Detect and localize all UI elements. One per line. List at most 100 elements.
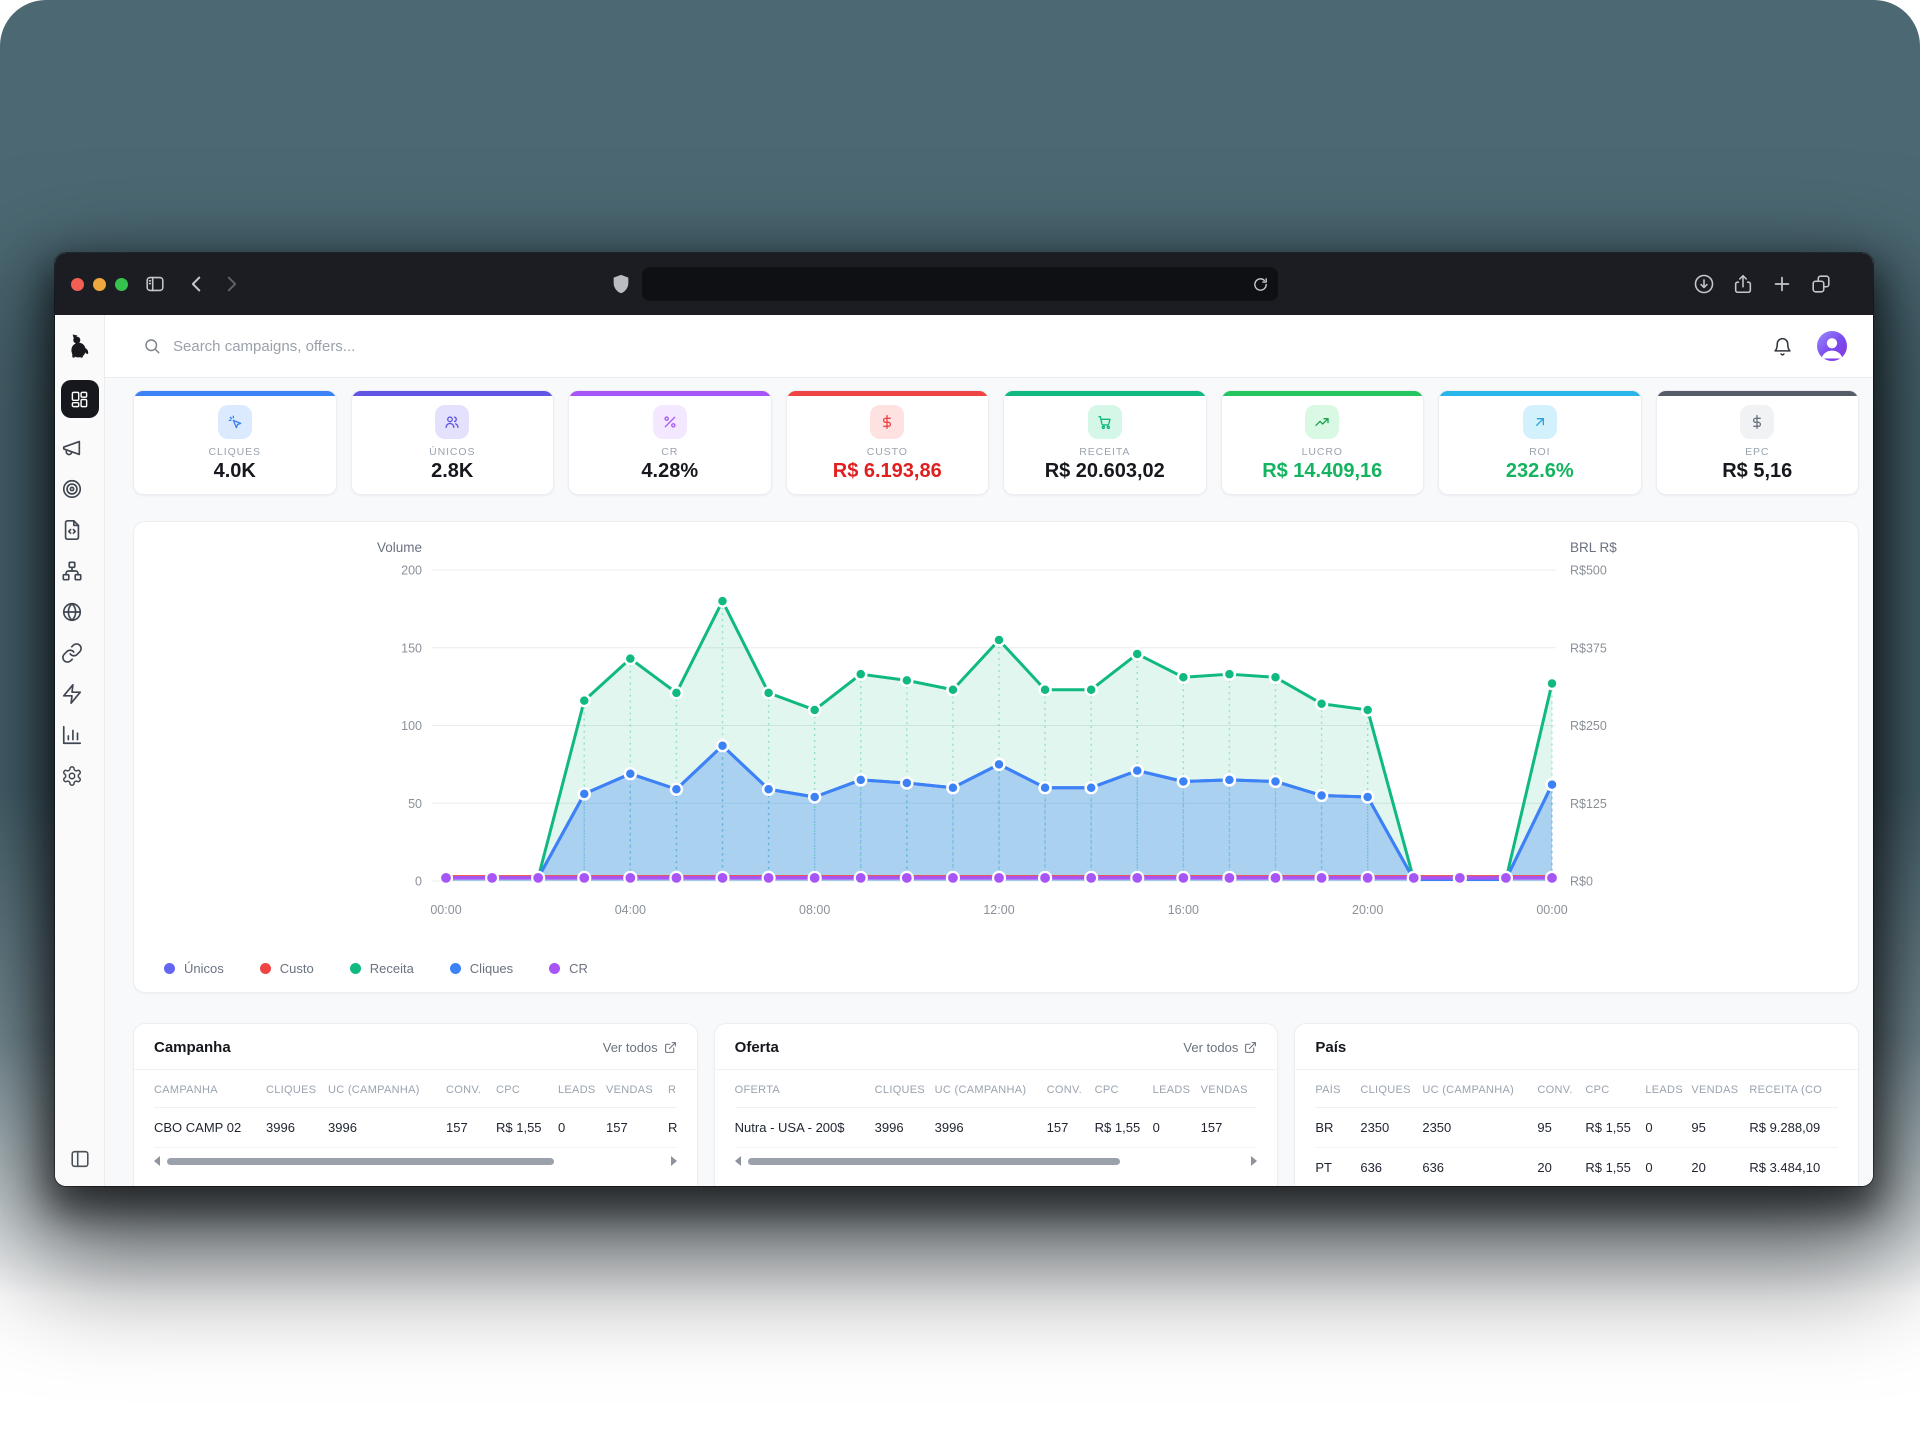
column-header[interactable]: CPC	[496, 1084, 521, 1096]
sidebar-item-flows[interactable]	[61, 560, 83, 582]
legend-item-receita[interactable]: Receita	[349, 961, 414, 976]
reload-icon[interactable]	[1252, 276, 1269, 293]
table-cell: 3996	[328, 1120, 357, 1135]
sidebar-item-settings[interactable]	[61, 765, 83, 787]
megaphone-icon	[62, 440, 80, 456]
traffic-chart[interactable]: 0 R$0 50 R$125 100 R$250 150 R$375 200 R$500 Volum…	[134, 536, 1858, 936]
column-header[interactable]: VENDAS	[606, 1084, 654, 1096]
collapse-sidebar-icon[interactable]	[69, 1148, 91, 1170]
app-logo[interactable]	[55, 315, 104, 378]
legend-dot	[349, 963, 361, 974]
column-header[interactable]: PAÍS	[1315, 1084, 1341, 1096]
sidebar-toggle-icon[interactable]	[144, 273, 166, 295]
ver-todos-link[interactable]: Ver todos	[603, 1040, 677, 1055]
kpi-card-roi[interactable]: ROI 232.6%	[1438, 390, 1642, 495]
kpi-card-cr[interactable]: CR 4.28%	[568, 390, 772, 495]
scroll-left-arrow[interactable]	[734, 1156, 741, 1166]
column-header[interactable]: LEADS	[1152, 1084, 1191, 1096]
legend-label: Custo	[279, 961, 314, 976]
scrollbar-track[interactable]	[747, 1157, 1245, 1165]
kpi-value: R$ 14.409,16	[1262, 460, 1383, 482]
kpi-card-cliques[interactable]: CLIQUES 4.0K	[133, 390, 337, 495]
legend-item-únicos[interactable]: Únicos	[164, 961, 224, 976]
file-code-icon	[64, 520, 79, 540]
table-cell: 0	[1152, 1120, 1160, 1135]
column-header[interactable]: CPC	[1585, 1084, 1610, 1096]
column-header[interactable]: LEADS	[558, 1084, 596, 1096]
table-cell: 20	[1537, 1160, 1552, 1175]
table-row[interactable]: Nutra - USA - 200$ 3996 3996 157 R$ 1,55 0 157	[734, 1108, 1258, 1148]
dog-logo-icon	[71, 334, 89, 358]
column-header[interactable]: CAMPANHA	[154, 1084, 218, 1096]
shield-icon[interactable]	[610, 273, 632, 295]
table-row[interactable]: PT 636 636 20 R$ 1,55 0 20 R$ 3.484,10	[1315, 1148, 1838, 1186]
traffic-chart-card: 0 R$0 50 R$125 100 R$250 150 R$375 200 R$500 Volum…	[133, 521, 1859, 993]
column-header[interactable]: UC (CAMPANHA)	[328, 1084, 420, 1096]
sidebar-item-offers[interactable]	[61, 478, 83, 500]
kpi-card-custo[interactable]: CUSTO R$ 6.193,86	[785, 390, 989, 495]
table-row[interactable]: BR 2350 2350 95 R$ 1,55 0 95 R$ 9.288,09	[1315, 1108, 1839, 1148]
horizontal-scrollbar[interactable]	[734, 1155, 1258, 1167]
kpi-card-únicos[interactable]: ÚNICOS 2.8K	[350, 390, 554, 495]
kpi-value: 4.28%	[641, 460, 699, 482]
sidebar-item-domains[interactable]	[61, 601, 83, 623]
table-title: Campanha	[154, 1039, 231, 1056]
column-header[interactable]: CPC	[1094, 1084, 1119, 1096]
minimize-window-button[interactable]	[93, 277, 106, 291]
column-header[interactable]: CONV.	[1046, 1084, 1082, 1096]
column-header[interactable]: CONV.	[1537, 1084, 1573, 1096]
zoom-window-button[interactable]	[115, 277, 128, 291]
scrollbar-thumb[interactable]	[167, 1157, 555, 1165]
sidebar-item-dashboard[interactable]	[60, 380, 99, 418]
download-icon[interactable]	[1693, 273, 1715, 295]
column-header[interactable]: VENDAS	[1200, 1084, 1248, 1096]
tab-overview-icon[interactable]	[1810, 273, 1832, 295]
column-header[interactable]: CLIQUES	[1360, 1084, 1411, 1096]
column-header[interactable]: CLIQUES	[266, 1084, 317, 1096]
table-cell: R$ 1,55	[1585, 1120, 1631, 1135]
column-header[interactable]: LEADS	[1645, 1084, 1683, 1096]
horizontal-scrollbar[interactable]	[154, 1155, 677, 1167]
column-header[interactable]: R	[668, 1084, 677, 1096]
close-window-button[interactable]	[71, 277, 84, 291]
column-header[interactable]: RECEITA (CO	[1749, 1084, 1823, 1096]
column-header[interactable]: UC (CAMPANHA)	[1422, 1084, 1515, 1096]
legend-item-custo[interactable]: Custo	[259, 961, 314, 976]
table-row[interactable]: CBO CAMP 02 3996 3996 157 R$ 1,55 0 157 R	[154, 1108, 677, 1148]
sidebar-item-landers[interactable]	[61, 519, 83, 541]
sidebar-item-automation[interactable]	[61, 683, 83, 705]
scrollbar-track[interactable]	[167, 1157, 664, 1165]
svg-text:12:00: 12:00	[983, 903, 1014, 917]
column-header[interactable]: VENDAS	[1691, 1084, 1739, 1096]
ver-todos-link[interactable]: Ver todos	[1183, 1040, 1257, 1055]
column-header[interactable]: UC (CAMPANHA)	[934, 1084, 1027, 1096]
new-tab-icon[interactable]	[1771, 273, 1793, 295]
column-header[interactable]: CONV.	[446, 1084, 482, 1096]
kpi-accent-bar	[1004, 391, 1206, 396]
forward-icon[interactable]	[220, 273, 242, 295]
sidebar-item-reports[interactable]	[61, 724, 83, 746]
scrollbar-thumb[interactable]	[747, 1157, 1121, 1165]
notifications-bell-icon[interactable]	[1772, 336, 1793, 357]
legend-item-cr[interactable]: CR	[549, 961, 588, 976]
user-avatar[interactable]	[1817, 331, 1847, 361]
scroll-right-arrow[interactable]	[1251, 1156, 1258, 1166]
address-bar[interactable]	[642, 267, 1278, 301]
kpi-card-receita[interactable]: RECEITA R$ 20.603,02	[1003, 390, 1207, 495]
legend-item-cliques[interactable]: Cliques	[449, 961, 513, 976]
table-cell: 636	[1422, 1160, 1445, 1175]
svg-text:Volume: Volume	[377, 540, 422, 555]
share-icon[interactable]	[1732, 273, 1754, 295]
scroll-right-arrow[interactable]	[670, 1156, 677, 1166]
table-cell: 157	[1046, 1120, 1069, 1135]
kpi-card-epc[interactable]: EPC R$ 5,16	[1655, 390, 1859, 495]
kpi-card-lucro[interactable]: LUCRO R$ 14.409,16	[1220, 390, 1424, 495]
column-header[interactable]: OFERTA	[734, 1084, 781, 1096]
column-header[interactable]: CLIQUES	[874, 1084, 926, 1096]
sidebar-item-campaigns[interactable]	[61, 437, 83, 459]
sidebar-item-links[interactable]	[61, 642, 83, 664]
search-input[interactable]	[173, 337, 593, 355]
back-icon[interactable]	[186, 273, 208, 295]
scroll-left-arrow[interactable]	[154, 1156, 160, 1166]
kpi-label: CR	[661, 446, 679, 458]
